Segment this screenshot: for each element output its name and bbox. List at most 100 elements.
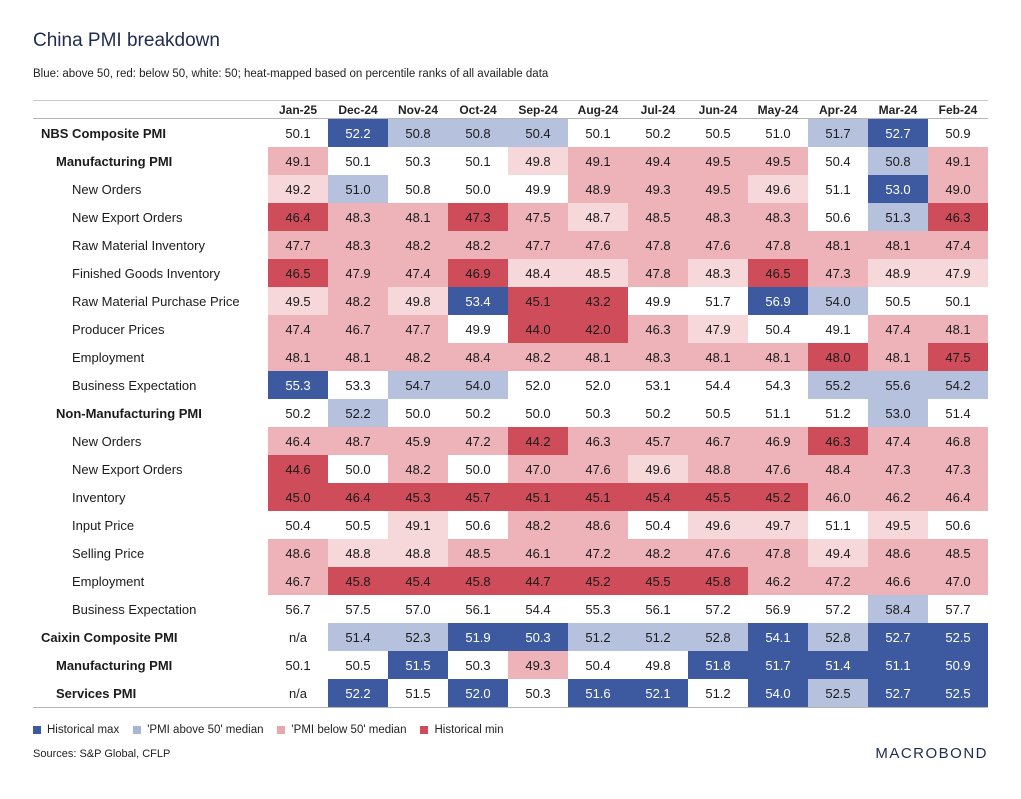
- heatmap-cell: 52.5: [808, 679, 868, 708]
- heatmap-cell: 51.4: [808, 651, 868, 679]
- table-row: Finished Goods Inventory 46.5 47.9 47.4 46.9…: [33, 259, 988, 287]
- heatmap-cell: 47.8: [748, 231, 808, 259]
- row-label: Employment: [33, 343, 268, 371]
- heatmap-cell: n/a: [268, 679, 328, 708]
- table-row: Caixin Composite PMI n/a 51.4 52.3 51.9 50.3 5…: [33, 623, 988, 651]
- heatmap-cell: 49.6: [748, 175, 808, 203]
- table-row: Inventory 45.0 46.4 45.3 45.7 45.1 45.1 45.4 45.…: [33, 483, 988, 511]
- heatmap-cell: 49.5: [868, 511, 928, 539]
- macrobond-logo: MACROBOND: [875, 745, 988, 762]
- heatmap-cell: 47.6: [688, 539, 748, 567]
- row-label: Selling Price: [33, 539, 268, 567]
- heatmap-cell: 47.8: [748, 539, 808, 567]
- heatmap-cell: 46.5: [748, 259, 808, 287]
- row-label: NBS Composite PMI: [33, 119, 268, 148]
- heatmap-cell: 47.4: [928, 231, 988, 259]
- heatmap-cell: 54.4: [508, 595, 568, 623]
- heatmap-cell: 46.2: [868, 483, 928, 511]
- column-header: Aug-24: [568, 101, 628, 119]
- heatmap-cell: 45.9: [388, 427, 448, 455]
- table-row: Manufacturing PMI 50.1 50.5 51.5 50.3 49.3 50.…: [33, 651, 988, 679]
- row-label: Input Price: [33, 511, 268, 539]
- heatmap-cell: 48.2: [628, 539, 688, 567]
- table-row: NBS Composite PMI 50.1 52.2 50.8 50.8 50.4 50.…: [33, 119, 988, 148]
- heatmap-cell: 50.8: [448, 119, 508, 148]
- heatmap-cell: 43.2: [568, 287, 628, 315]
- heatmap-cell: 53.0: [868, 175, 928, 203]
- legend-swatch: [33, 726, 41, 734]
- heatmap-cell: 50.6: [928, 511, 988, 539]
- heatmap-cell: 51.4: [928, 399, 988, 427]
- heatmap-cell: 48.8: [388, 539, 448, 567]
- heatmap-cell: 50.0: [508, 399, 568, 427]
- heatmap-cell: 48.4: [808, 455, 868, 483]
- heatmap-cell: 46.1: [508, 539, 568, 567]
- heatmap-cell: 46.3: [568, 427, 628, 455]
- heatmap-cell: 47.3: [928, 455, 988, 483]
- heatmap-cell: 50.2: [628, 399, 688, 427]
- heatmap-cell: 57.2: [688, 595, 748, 623]
- heatmap-cell: 49.5: [688, 147, 748, 175]
- row-label: Raw Material Purchase Price: [33, 287, 268, 315]
- heatmap-cell: 48.2: [388, 231, 448, 259]
- heatmap-cell: 48.0: [808, 343, 868, 371]
- row-label: Non-Manufacturing PMI: [33, 399, 268, 427]
- heatmap-cell: 47.0: [508, 455, 568, 483]
- row-label: Caixin Composite PMI: [33, 623, 268, 651]
- row-label: New Export Orders: [33, 203, 268, 231]
- legend: Historical max 'PMI above 50' median 'PMI …: [33, 724, 517, 736]
- legend-item: 'PMI above 50' median: [133, 724, 263, 736]
- heatmap-cell: 47.3: [868, 455, 928, 483]
- table-row: Manufacturing PMI 49.1 50.1 50.3 50.1 49.8 49.…: [33, 147, 988, 175]
- table-row: New Orders 46.4 48.7 45.9 47.2 44.2 46.3 45.7 46…: [33, 427, 988, 455]
- heatmap-cell: 48.5: [568, 259, 628, 287]
- heatmap-cell: 52.2: [328, 399, 388, 427]
- heatmap-cell: 48.8: [328, 539, 388, 567]
- heatmap-cell: 50.5: [328, 511, 388, 539]
- heatmap-cell: 45.2: [568, 567, 628, 595]
- row-label: Employment: [33, 567, 268, 595]
- heatmap-cell: 45.1: [508, 287, 568, 315]
- heatmap-cell: 49.8: [628, 651, 688, 679]
- heatmap-cell: 45.4: [388, 567, 448, 595]
- heatmap-cell: 46.4: [268, 203, 328, 231]
- heatmap-cell: 52.5: [928, 623, 988, 651]
- heatmap-cell: 46.4: [268, 427, 328, 455]
- heatmap-cell: 49.1: [388, 511, 448, 539]
- table-row: New Export Orders 46.4 48.3 48.1 47.3 47.5 48.…: [33, 203, 988, 231]
- column-header: Dec-24: [328, 101, 388, 119]
- heatmap-cell: 50.3: [388, 147, 448, 175]
- heatmap-cell: 52.1: [628, 679, 688, 708]
- heatmap-cell: 51.2: [688, 679, 748, 708]
- heatmap-cell: 50.3: [508, 623, 568, 651]
- heatmap-cell: 47.4: [388, 259, 448, 287]
- heatmap-cell: 48.2: [508, 511, 568, 539]
- heatmap-cell: 50.1: [448, 147, 508, 175]
- table-row: Producer Prices 47.4 46.7 47.7 49.9 44.0 42.0 4…: [33, 315, 988, 343]
- table-row: Non-Manufacturing PMI 50.2 52.2 50.0 50.2 50.…: [33, 399, 988, 427]
- heatmap-cell: 45.8: [448, 567, 508, 595]
- heatmap-cell: 53.4: [448, 287, 508, 315]
- heatmap-cell: 50.4: [628, 511, 688, 539]
- heatmap-cell: 45.4: [628, 483, 688, 511]
- heatmap-cell: 51.7: [748, 651, 808, 679]
- heatmap-cell: 49.3: [508, 651, 568, 679]
- heatmap-cell: 45.8: [328, 567, 388, 595]
- heatmap-cell: 49.1: [268, 147, 328, 175]
- heatmap-cell: 48.3: [688, 203, 748, 231]
- heatmap-cell: 50.3: [568, 399, 628, 427]
- heatmap-cell: 57.5: [328, 595, 388, 623]
- row-label: New Orders: [33, 175, 268, 203]
- heatmap-cell: 50.1: [268, 119, 328, 148]
- heatmap-cell: 48.6: [568, 511, 628, 539]
- row-label: New Export Orders: [33, 455, 268, 483]
- heatmap-cell: 49.3: [628, 175, 688, 203]
- heatmap-cell: 49.9: [448, 315, 508, 343]
- heatmap-cell: 51.1: [808, 175, 868, 203]
- heatmap-cell: 50.4: [748, 315, 808, 343]
- heatmap-cell: 50.3: [508, 679, 568, 708]
- heatmap-cell: 55.3: [268, 371, 328, 399]
- heatmap-cell: 51.2: [808, 399, 868, 427]
- column-header: Oct-24: [448, 101, 508, 119]
- column-header: Nov-24: [388, 101, 448, 119]
